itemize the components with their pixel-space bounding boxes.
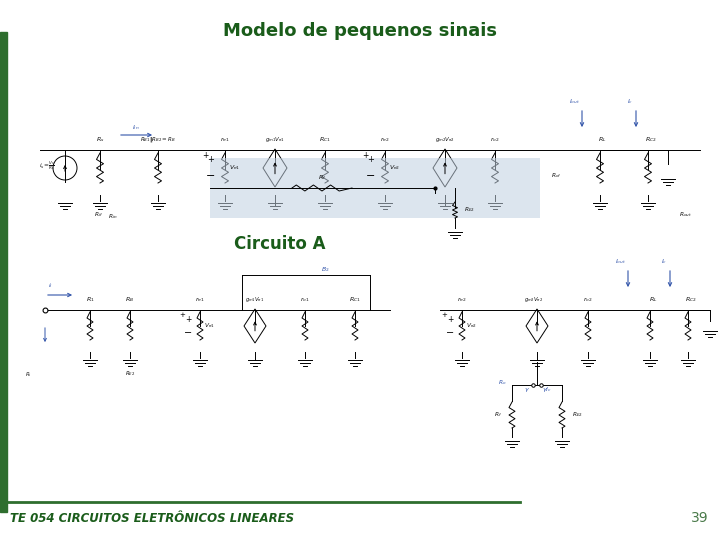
Text: $V_{\pi1}$: $V_{\pi1}$ <box>230 164 240 172</box>
Text: $g_{m2}V_{\pi2}$: $g_{m2}V_{\pi2}$ <box>435 136 455 145</box>
Text: $R_{in}$: $R_{in}$ <box>108 213 118 221</box>
Text: $R_L$: $R_L$ <box>598 136 606 144</box>
Text: $R_{E2}$: $R_{E2}$ <box>125 369 135 379</box>
Text: +: + <box>447 314 453 323</box>
Text: $R_{B1}\|R_{B2}=R_B$: $R_{B1}\|R_{B2}=R_B$ <box>140 136 176 145</box>
Text: $I_c$: $I_c$ <box>627 98 633 106</box>
Text: 39: 39 <box>691 511 708 525</box>
Text: $R_{C2}$: $R_{C2}$ <box>685 295 697 305</box>
Text: $g_{m1}V_{\pi1}$: $g_{m1}V_{\pi1}$ <box>265 136 285 145</box>
Text: −: − <box>366 171 376 181</box>
Text: $I_{out}$: $I_{out}$ <box>570 98 580 106</box>
Text: $r_{\pi2}$: $r_{\pi2}$ <box>380 136 390 144</box>
Text: $V_{\pi1}$: $V_{\pi1}$ <box>204 321 215 330</box>
Text: $R_L$: $R_L$ <box>649 295 657 305</box>
Bar <box>0 32 7 512</box>
Text: $i_s\!=\!\frac{V_s}{R_s}$: $i_s\!=\!\frac{V_s}{R_s}$ <box>39 159 55 173</box>
Text: $i_i$: $i_i$ <box>48 281 53 291</box>
Text: −: − <box>446 328 454 338</box>
Text: $V_{\pi2}$: $V_{\pi2}$ <box>390 164 400 172</box>
Text: +: + <box>185 314 192 323</box>
Text: +: + <box>368 156 374 165</box>
Text: $V_{\pi2}$: $V_{\pi2}$ <box>466 321 477 330</box>
Text: $R_{E2}$: $R_{E2}$ <box>572 410 582 420</box>
Text: $R_i$: $R_i$ <box>24 370 32 380</box>
Text: $I_{out}$: $I_{out}$ <box>616 258 626 266</box>
Text: $g_{m1}V_{\pi1}$: $g_{m1}V_{\pi1}$ <box>246 295 265 305</box>
Text: $R_B$: $R_B$ <box>125 295 135 305</box>
Text: $B_2$: $B_2$ <box>320 266 329 274</box>
Text: Circuito A: Circuito A <box>234 235 325 253</box>
Text: +: + <box>202 152 208 160</box>
Text: $r_{o2}$: $r_{o2}$ <box>490 136 500 144</box>
Text: −: − <box>207 171 216 181</box>
Text: +: + <box>179 312 185 318</box>
Text: $R_f$: $R_f$ <box>494 410 502 420</box>
Text: $I_c$: $I_c$ <box>661 258 667 266</box>
Text: $r_{\pi2}$: $r_{\pi2}$ <box>457 295 467 305</box>
Text: Modelo de pequenos sinais: Modelo de pequenos sinais <box>223 22 497 40</box>
Text: $r_{o1}$: $r_{o1}$ <box>300 295 310 305</box>
Text: TE 054 CIRCUITOS ELETRÔNICOS LINEARES: TE 054 CIRCUITOS ELETRÔNICOS LINEARES <box>10 511 294 524</box>
Text: $r_{o2}$: $r_{o2}$ <box>583 295 593 305</box>
Text: $r_{\pi1}$: $r_{\pi1}$ <box>220 136 230 144</box>
Text: $R_{out}$: $R_{out}$ <box>678 211 691 219</box>
Text: $I_{in}$: $I_{in}$ <box>132 124 140 132</box>
Text: $R_s$: $R_s$ <box>96 136 104 144</box>
Text: $R_{of}$: $R_{of}$ <box>551 172 562 180</box>
Text: $R_{if}$: $R_{if}$ <box>94 211 104 219</box>
Text: +: + <box>441 312 447 318</box>
Text: $R_{C1}$: $R_{C1}$ <box>349 295 361 305</box>
Text: $r_{\pi1}$: $r_{\pi1}$ <box>195 295 204 305</box>
Text: −: − <box>184 328 192 338</box>
Text: $R_f$: $R_f$ <box>318 173 326 183</box>
Text: $R_{C1}$: $R_{C1}$ <box>319 136 331 144</box>
Text: $\gamma I_c$: $\gamma I_c$ <box>542 386 552 395</box>
Text: +: + <box>207 156 215 165</box>
Text: $\gamma$: $\gamma$ <box>524 386 530 394</box>
Text: $R_{E2}$: $R_{E2}$ <box>464 206 474 214</box>
Bar <box>210 158 540 218</box>
Text: +: + <box>362 152 368 160</box>
Text: $R_{C2}$: $R_{C2}$ <box>645 136 657 144</box>
Text: $g_{m2}V_{\pi2}$: $g_{m2}V_{\pi2}$ <box>524 295 544 305</box>
Text: $R_1$: $R_1$ <box>86 295 94 305</box>
Text: $R_o$: $R_o$ <box>498 379 506 388</box>
